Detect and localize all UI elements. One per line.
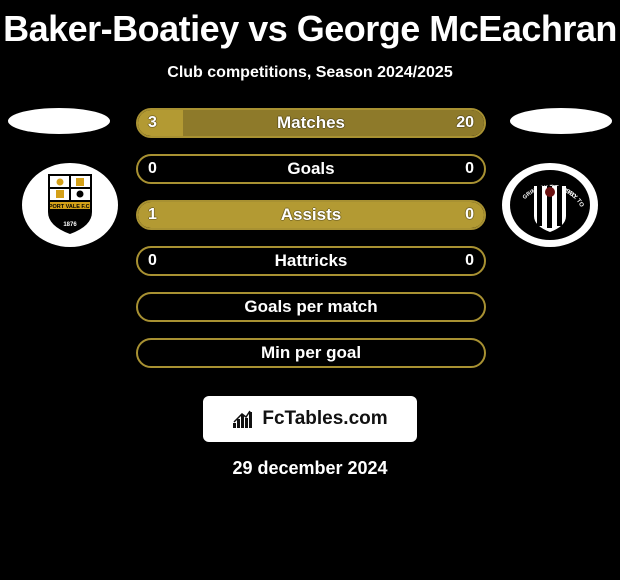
club-badge-right: GRIMSBY TOWN F.C. GRIMSBY TOWN F.C. [500,162,600,248]
player-photo-right [510,108,612,134]
club-badge-left: PORT VALE F.C. 1876 [20,162,120,248]
stat-bar: Matches3 20 [136,108,486,138]
site-logo-icon [232,409,256,429]
stat-value-right: 20 [456,110,474,136]
site-name: FcTables.com [262,408,387,430]
stat-bars: Matches320Goals00Assists10Hattricks00Goa… [136,108,486,384]
svg-text:1876: 1876 [63,222,77,228]
stat-bar: Goals per match [136,292,486,322]
stat-label: Hattricks [138,248,484,274]
stat-value-left: 3 [148,110,157,136]
stat-value-left: 1 [148,202,157,228]
page-title: Baker-Boatiey vs George McEachran [0,0,620,50]
stat-bar: Assists1 0 [136,200,486,230]
stat-value-right: 0 [465,156,474,182]
stat-bar: Min per goal [136,338,486,368]
stat-label: Goals [138,156,484,182]
stat-value-right: 0 [465,248,474,274]
page-subtitle: Club competitions, Season 2024/2025 [0,64,620,82]
stat-label: Min per goal [138,340,484,366]
player-photo-left [8,108,110,134]
footer-date: 29 december 2024 [0,458,620,479]
stat-value-right: 0 [465,202,474,228]
stat-label: Assists [138,202,484,228]
site-badge: FcTables.com [203,396,417,442]
stat-bar: Goals0 0 [136,154,486,184]
stat-label: Goals per match [138,294,484,320]
stat-value-left: 0 [148,156,157,182]
stat-bar: Hattricks0 0 [136,246,486,276]
svg-text:PORT VALE F.C.: PORT VALE F.C. [49,204,92,210]
stat-value-left: 0 [148,248,157,274]
stat-label: Matches [138,110,484,136]
